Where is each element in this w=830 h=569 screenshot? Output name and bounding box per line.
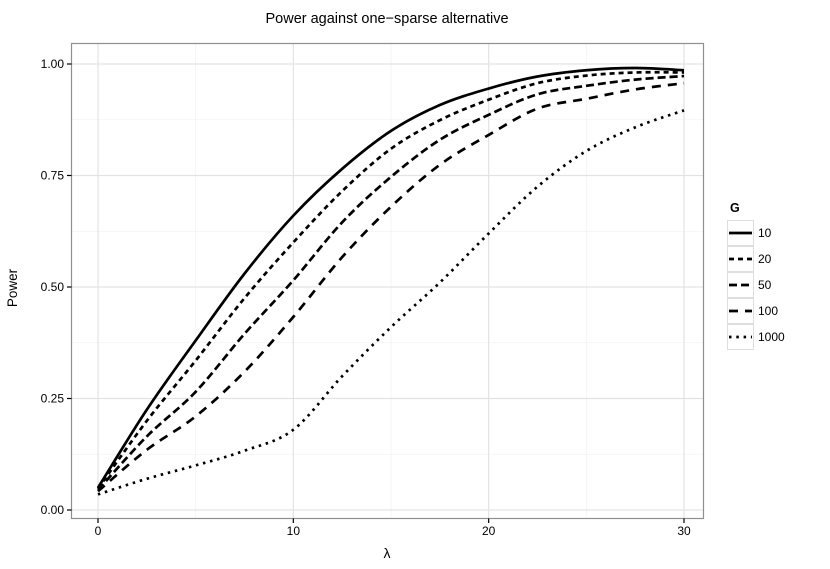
legend-label: 1000 <box>758 330 785 344</box>
legend-label: 50 <box>758 278 772 292</box>
y-tick-label: 0.00 <box>41 503 65 517</box>
legend-key-solid-icon <box>727 219 754 246</box>
legend-label: 10 <box>758 226 772 240</box>
legend-title: G <box>730 201 740 215</box>
legend-items: 10 20 50 100 1000 <box>727 219 785 350</box>
x-tick-label: 0 <box>95 524 102 538</box>
legend-item-100: 100 <box>727 297 785 324</box>
legend-key-dotted-icon <box>727 323 754 350</box>
x-tick-label: 20 <box>482 524 496 538</box>
legend-item-50: 50 <box>727 271 785 298</box>
legend-item-10: 10 <box>727 219 785 246</box>
legend-key-dashed-icon <box>727 245 754 272</box>
chart-title: Power against one−sparse alternative <box>265 11 509 27</box>
legend-label: 20 <box>758 252 772 266</box>
y-axis-title: Power <box>5 268 20 308</box>
legend: G 10 20 50 100 1000 <box>727 201 785 350</box>
y-tick-label: 0.50 <box>41 280 65 294</box>
y-tick-label: 0.25 <box>41 392 65 406</box>
legend-item-20: 20 <box>727 245 785 272</box>
series-line-20 <box>96 70 685 490</box>
panel-border <box>70 42 705 520</box>
series-line-100 <box>97 81 685 493</box>
x-tick-label: 30 <box>677 524 691 538</box>
series-line-50 <box>97 74 685 491</box>
x-axis-title: λ <box>383 545 391 561</box>
y-tick-label: 0.75 <box>41 169 65 183</box>
legend-item-1000: 1000 <box>727 323 785 350</box>
legend-label: 100 <box>758 304 779 318</box>
x-tick-label: 10 <box>287 524 301 538</box>
legend-key-longdash-icon <box>727 297 754 324</box>
series-line-10 <box>96 66 685 489</box>
legend-key-dash42-icon <box>727 271 754 298</box>
y-tick-label: 1.00 <box>41 57 65 71</box>
